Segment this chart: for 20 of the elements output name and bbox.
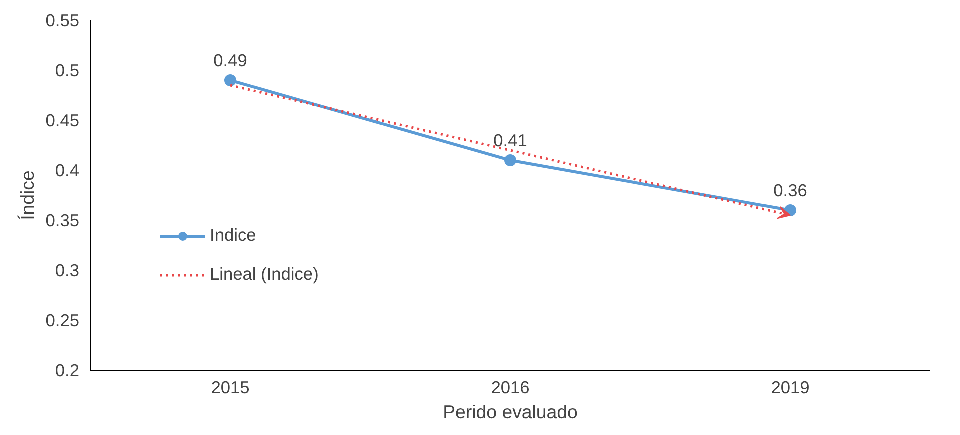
data-label: 0.36 (774, 180, 808, 200)
x-axis-title: Perido evaluado (443, 402, 578, 422)
point (224, 74, 236, 86)
y-tick-label: 0.25 (46, 310, 80, 330)
x-tick-label: 2016 (491, 378, 530, 398)
y-tick-label: 0.3 (55, 260, 80, 280)
y-tick-label: 0.4 (55, 160, 80, 180)
y-tick-label: 0.5 (55, 60, 80, 80)
legend-label: Lineal (Indice) (210, 264, 319, 285)
y-axis-title: Índice (16, 170, 38, 220)
x-tick-label: 2015 (211, 378, 250, 398)
y-tick-label: 0.55 (46, 10, 80, 30)
legend-label: Indice (210, 225, 256, 246)
data-label: 0.41 (494, 130, 528, 150)
data-label: 0.49 (214, 50, 248, 70)
y-tick-label: 0.35 (46, 210, 80, 230)
y-tick-label: 0.45 (46, 110, 80, 130)
y-tick-label: 0.2 (55, 360, 80, 380)
x-tick-label: 2019 (771, 378, 810, 398)
point (504, 154, 516, 166)
